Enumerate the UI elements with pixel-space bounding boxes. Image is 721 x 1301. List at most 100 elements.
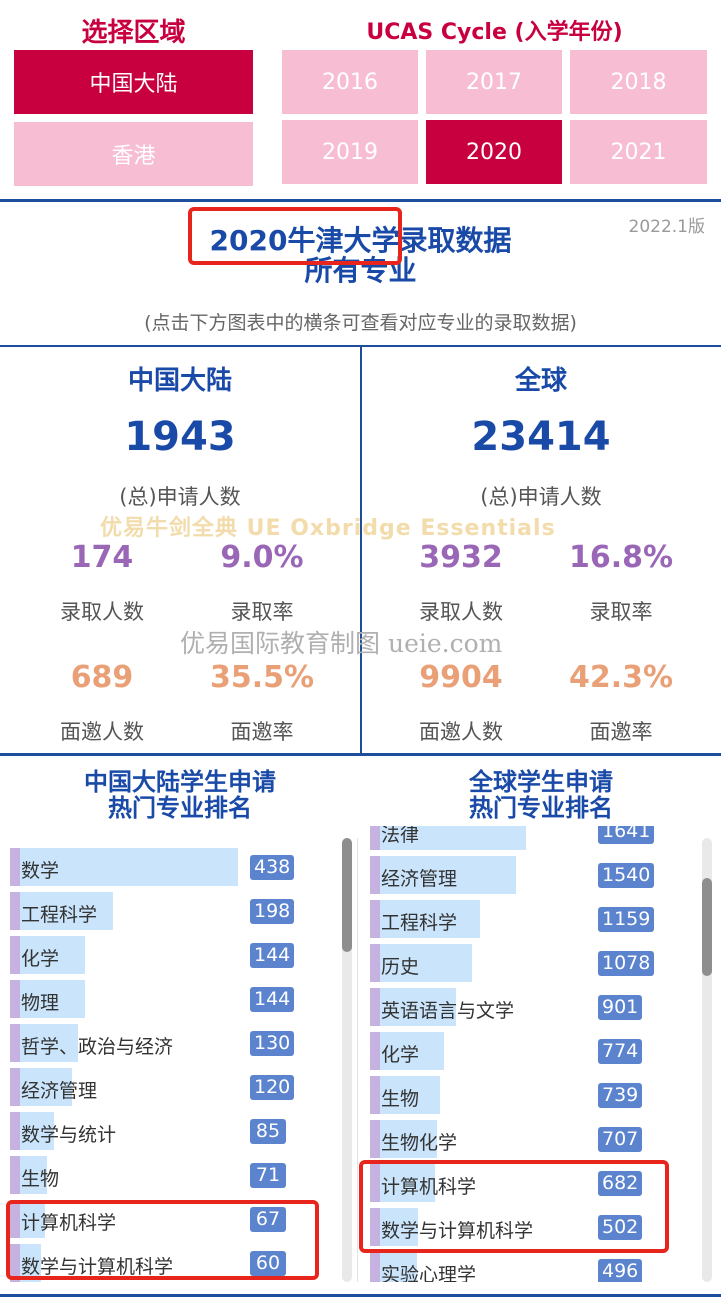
ranking-bar-accent [10, 892, 20, 930]
ranking-label: 计算机科学 [381, 1176, 477, 1198]
ranking-row[interactable]: 数学与计算机科学 502 [370, 1208, 700, 1246]
ranking-bar[interactable] [370, 988, 456, 1026]
ranking-bar-accent [10, 980, 20, 1018]
ranking-row[interactable]: 历史 1078 [370, 944, 700, 982]
ranking-bar[interactable] [370, 826, 526, 850]
ranking-label: 经济管理 [21, 1080, 98, 1102]
ranking-row[interactable]: 工程科学 198 [10, 892, 340, 930]
ranking-label: 生物化学 [381, 1132, 458, 1154]
ranking-bar[interactable] [370, 900, 480, 938]
ranking-count-badge: 144 [250, 987, 295, 1012]
ranking-bar[interactable] [10, 1068, 72, 1106]
ranking-row[interactable]: 化学 144 [10, 936, 340, 974]
mainland-offer-rate: 9.0% [220, 540, 304, 575]
ranking-row[interactable]: 物理 144 [10, 980, 340, 1018]
ranking-row[interactable]: 数学 438 [10, 848, 340, 886]
highlight-box-title [188, 207, 402, 265]
ranking-bar[interactable] [370, 1164, 435, 1202]
ranking-bar[interactable] [10, 848, 238, 886]
ranking-count-badge: 144 [250, 943, 295, 968]
edition-label: 2022.1版 [628, 217, 705, 237]
ranking-count-badge: 438 [250, 855, 295, 880]
ranking-row[interactable]: 生物 71 [10, 1156, 340, 1194]
ranking-bar[interactable] [10, 892, 113, 930]
ranking-bar-accent [10, 1156, 20, 1194]
ranking-bar-accent [370, 1164, 380, 1202]
divider-top [0, 199, 721, 202]
ranking-label: 经济管理 [381, 868, 458, 890]
ranking-bar[interactable] [370, 856, 516, 894]
ranking-count-badge: 1078 [598, 951, 655, 976]
ranking-bar-accent [370, 988, 380, 1026]
mainland-scrollbar[interactable] [342, 838, 352, 1282]
ranking-label: 化学 [21, 948, 60, 970]
mainland-offers-label: 录取人数 [60, 600, 144, 624]
ranking-row[interactable]: 生物 739 [370, 1076, 700, 1114]
ranking-count-badge: 130 [250, 1031, 295, 1056]
ranking-row[interactable]: 计算机科学 67 [10, 1200, 340, 1238]
brand-watermark: 优易牛剑全典 UE Oxbridge Essentials [100, 516, 556, 541]
year-button-2020[interactable]: 2020 [426, 120, 562, 184]
ranking-row[interactable]: 化学 774 [370, 1032, 700, 1070]
region-button-hongkong[interactable]: 香港 [14, 122, 253, 186]
global-offer-rate-label: 录取率 [589, 600, 653, 624]
ranking-label: 生物 [21, 1168, 60, 1190]
global-ranking-list[interactable]: 法律 1641 经济管理 1540 工程科学 1159 历史 1078 英语语言与文学 901 化学… [370, 826, 700, 1282]
mainland-offers: 174 [70, 540, 134, 575]
ranking-row[interactable]: 实验心理学 496 [370, 1252, 700, 1282]
mainland-ranking-list[interactable]: 数学 438 工程科学 198 化学 144 物理 144 哲学、政治与经济 130 经济管理 120… [10, 840, 340, 1282]
ranking-row[interactable]: 计算机科学 682 [370, 1164, 700, 1202]
ranking-row[interactable]: 生物化学 707 [370, 1120, 700, 1158]
ranking-count-badge: 496 [598, 1259, 643, 1282]
ranking-bar[interactable] [10, 980, 85, 1018]
global-offers: 3932 [419, 540, 503, 575]
ranking-count-badge: 60 [250, 1251, 286, 1276]
global-interviews: 9904 [419, 660, 503, 695]
ranking-row[interactable]: 英语语言与文学 901 [370, 988, 700, 1026]
global-scroll-thumb[interactable] [702, 878, 712, 976]
ranking-row[interactable]: 经济管理 120 [10, 1068, 340, 1106]
year-button-2019[interactable]: 2019 [282, 120, 418, 184]
ranking-row[interactable]: 哲学、政治与经济 130 [10, 1024, 340, 1062]
mainland-offer-rate-label: 录取率 [230, 600, 294, 624]
mainland-ranking-title: 中国大陆学生申请 [84, 768, 276, 796]
ranking-row[interactable]: 经济管理 1540 [370, 856, 700, 894]
ranking-bar-accent [370, 944, 380, 982]
ranking-bar[interactable] [370, 1032, 444, 1070]
year-button-2016[interactable]: 2016 [282, 50, 418, 114]
ranking-row[interactable]: 数学与统计 85 [10, 1112, 340, 1150]
credit-text: 优易国际教育制图 [180, 629, 381, 658]
year-button-2018[interactable]: 2018 [570, 50, 707, 114]
credit-url: ueie.com [387, 629, 503, 658]
year-button-2021[interactable]: 2021 [570, 120, 707, 184]
ranking-bar-accent [10, 848, 20, 886]
ranking-count-badge: 901 [598, 995, 643, 1020]
ranking-label: 数学与统计 [21, 1124, 117, 1146]
credit-watermark: 优易国际教育制图 ueie.com [180, 624, 502, 660]
region-button-mainland[interactable]: 中国大陆 [14, 50, 253, 114]
ranking-count-badge: 85 [250, 1119, 286, 1144]
global-scrollbar[interactable] [702, 838, 712, 1282]
ranking-row[interactable]: 法律 1641 [370, 826, 700, 850]
ranking-label: 计算机科学 [21, 1212, 117, 1234]
ranking-bar-accent [370, 1252, 380, 1282]
ranking-row[interactable]: 工程科学 1159 [370, 900, 700, 938]
ranking-label: 物理 [21, 992, 60, 1014]
ranking-bar[interactable] [370, 1120, 437, 1158]
year-button-2017[interactable]: 2017 [426, 50, 562, 114]
ranking-count-badge: 774 [598, 1039, 643, 1064]
ranking-bar-accent [10, 1200, 20, 1238]
mainland-scroll-thumb[interactable] [342, 838, 352, 952]
ranking-bar[interactable] [370, 1076, 440, 1114]
mainland-region-label: 中国大陆 [127, 366, 232, 396]
ranking-row[interactable]: 数学与计算机科学 60 [10, 1244, 340, 1282]
mainland-interviews-label: 面邀人数 [60, 720, 144, 744]
ranking-bar[interactable] [10, 936, 85, 974]
ranking-label: 生物 [381, 1088, 420, 1110]
ranking-bar[interactable] [370, 944, 472, 982]
ranking-label: 英语语言与文学 [381, 1000, 515, 1022]
global-total-applicants: 23414 [471, 414, 611, 460]
ranking-bar[interactable] [10, 1024, 78, 1062]
ranking-count-badge: 198 [250, 899, 295, 924]
ranking-count-badge: 1641 [598, 826, 655, 844]
